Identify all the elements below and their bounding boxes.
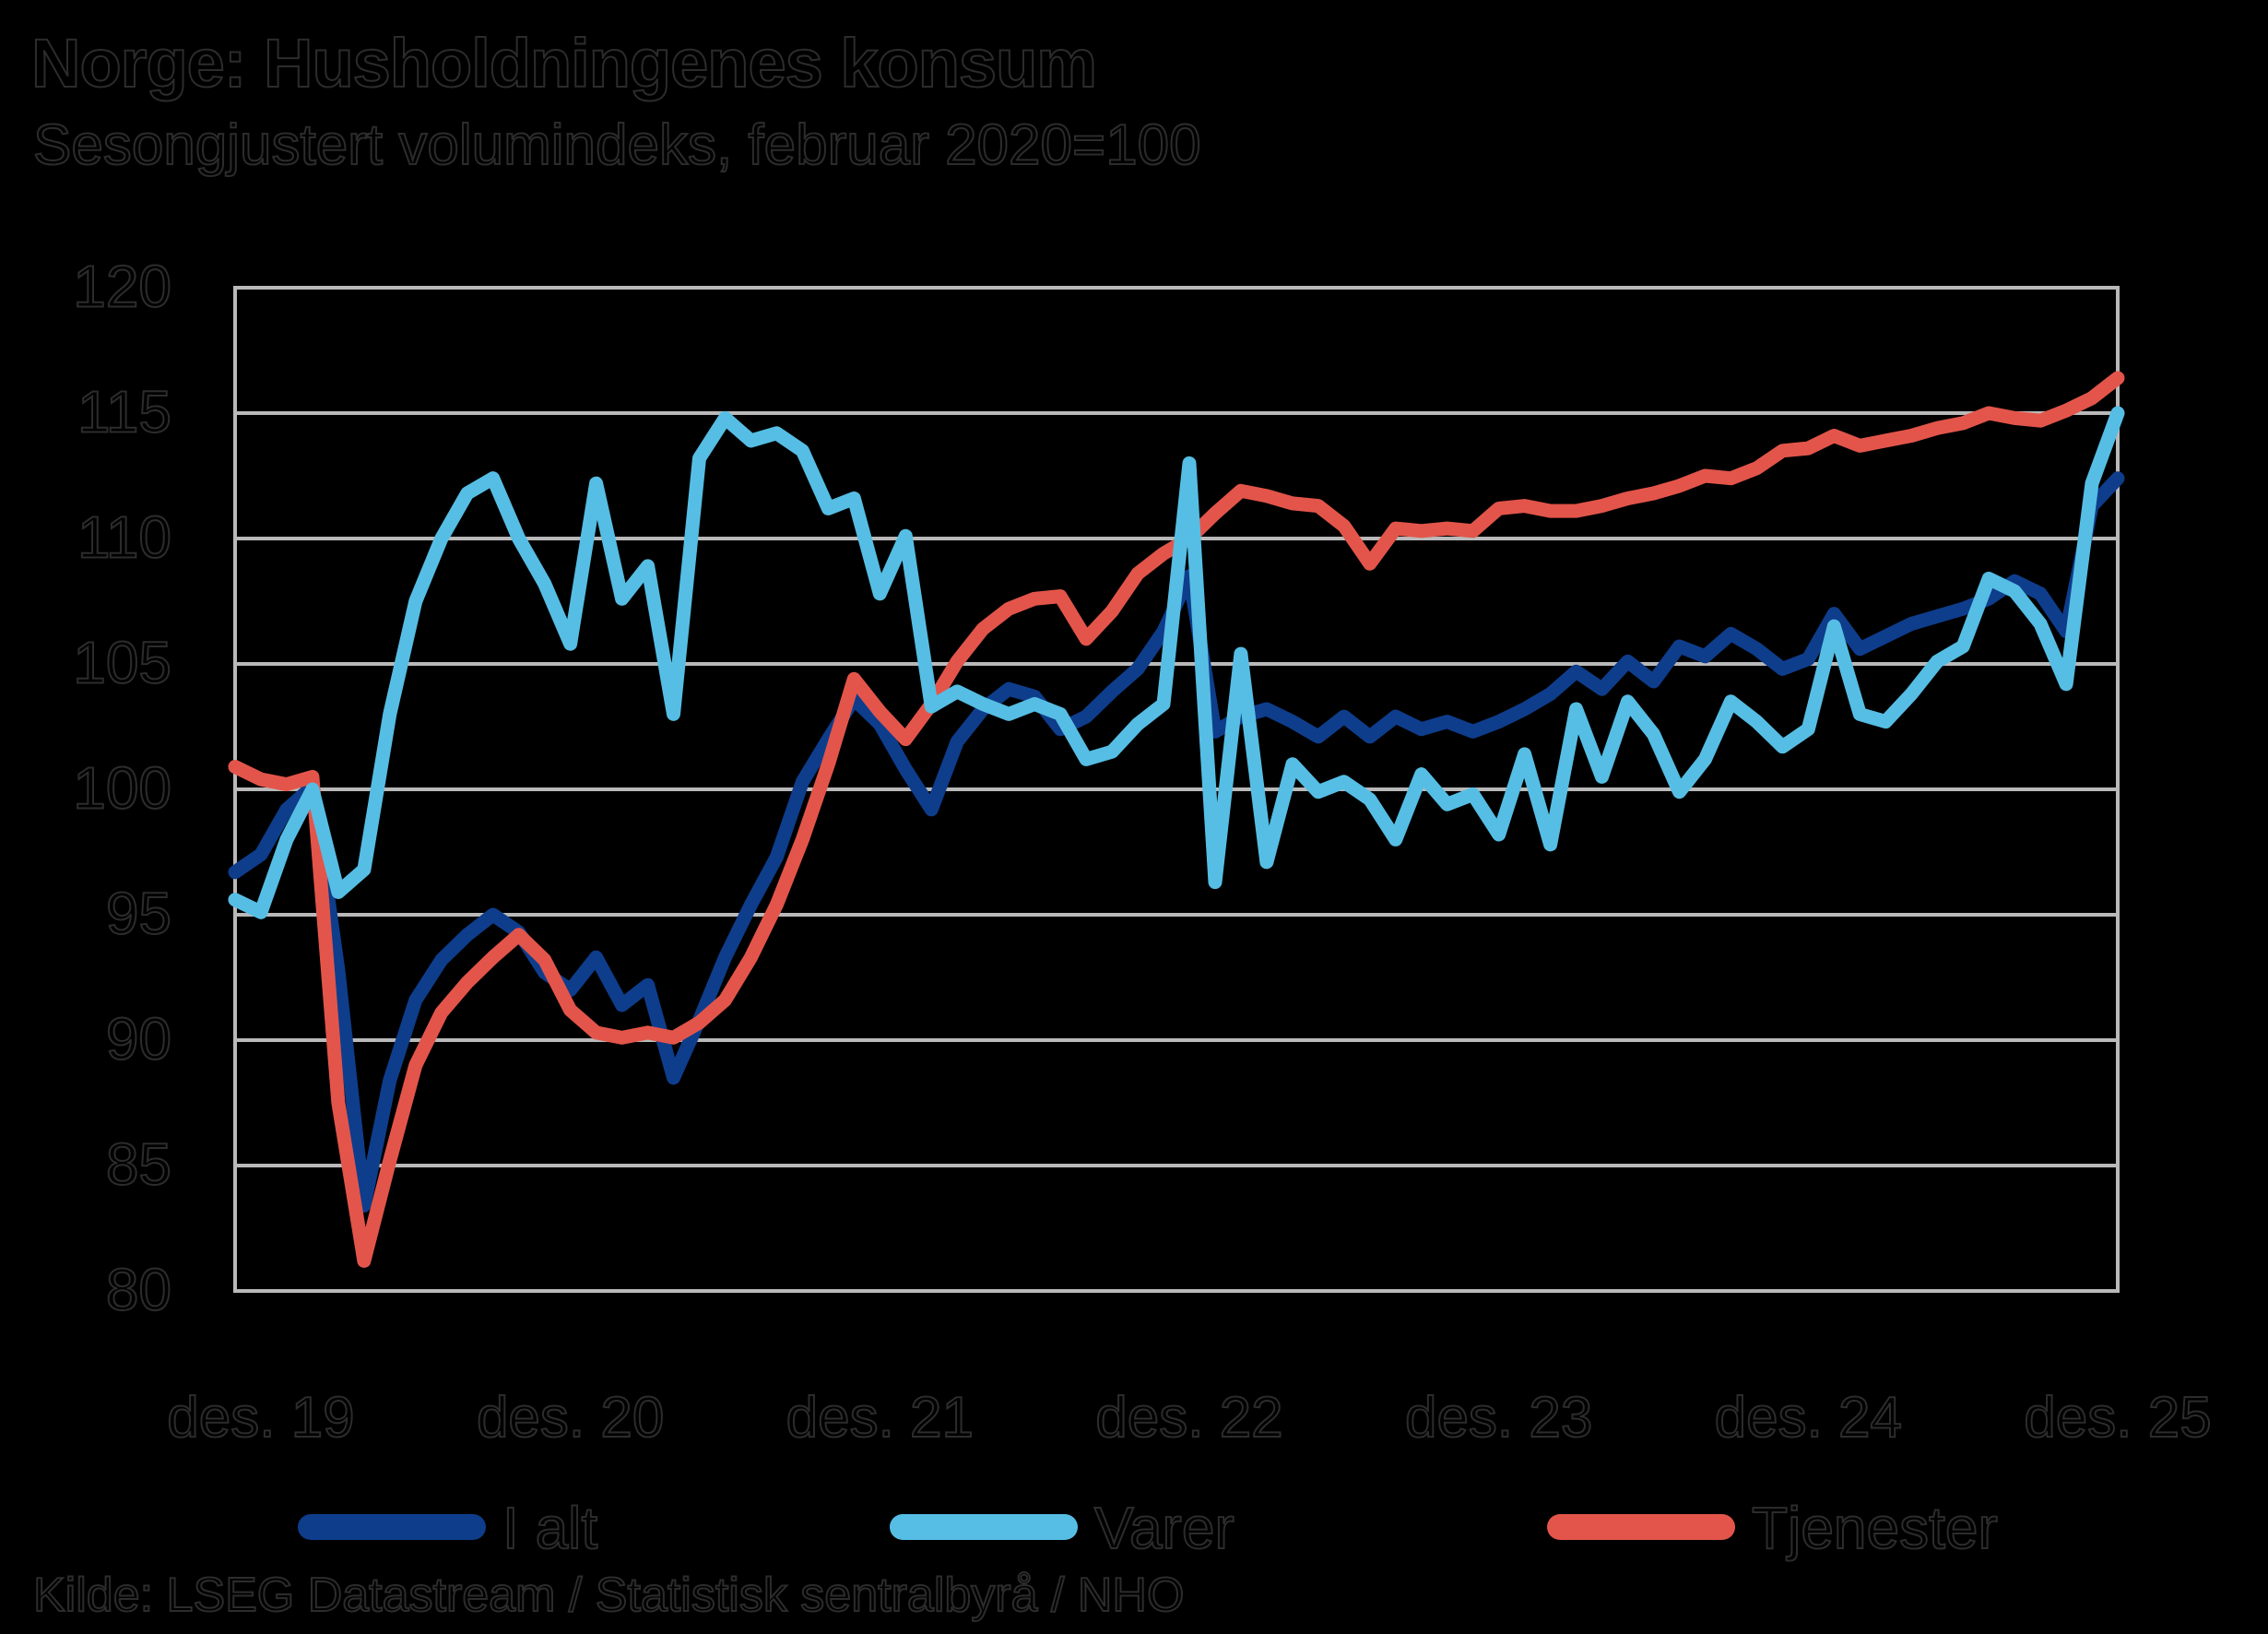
tjenester-legend-swatch: [1547, 1514, 1735, 1540]
y-tick-115: 115: [77, 378, 172, 446]
y-tick-110: 110: [77, 503, 172, 572]
x-tick-des23: des. 23: [1404, 1385, 1593, 1450]
tjenester-legend-label: Tjenester: [1751, 1494, 1999, 1562]
source-note: Kilde: LSEG Datastream / Statistisk sent…: [32, 1568, 1185, 1623]
ialt-legend-label: I alt: [502, 1494, 598, 1562]
x-tick-des21: des. 21: [786, 1385, 975, 1450]
varer-legend-label: Varer: [1093, 1494, 1235, 1562]
tjenester-line: [228, 371, 2125, 1268]
x-tick-des20: des. 20: [476, 1385, 665, 1450]
varer-legend-swatch: [890, 1514, 1078, 1540]
varer-line: [228, 406, 2125, 919]
x-tick-des22: des. 22: [1094, 1385, 1283, 1450]
y-tick-105: 105: [72, 629, 172, 697]
y-tick-100: 100: [72, 754, 172, 823]
x-tick-des19: des. 19: [166, 1385, 355, 1450]
plot-border: [233, 286, 2120, 1293]
x-tick-des24: des. 24: [1714, 1385, 1903, 1450]
chart-subtitle: Sesongjustert volumindeks, februar 2020=…: [32, 112, 1202, 178]
y-tick-90: 90: [105, 1005, 172, 1073]
y-tick-85: 85: [105, 1131, 172, 1199]
chart-title: Norge: Husholdningenes konsum: [30, 24, 1098, 102]
y-tick-120: 120: [72, 253, 172, 321]
ialt-legend-swatch: [298, 1514, 486, 1540]
x-tick-des25: des. 25: [2023, 1385, 2212, 1450]
y-tick-95: 95: [105, 880, 172, 948]
y-tick-80: 80: [105, 1256, 172, 1324]
